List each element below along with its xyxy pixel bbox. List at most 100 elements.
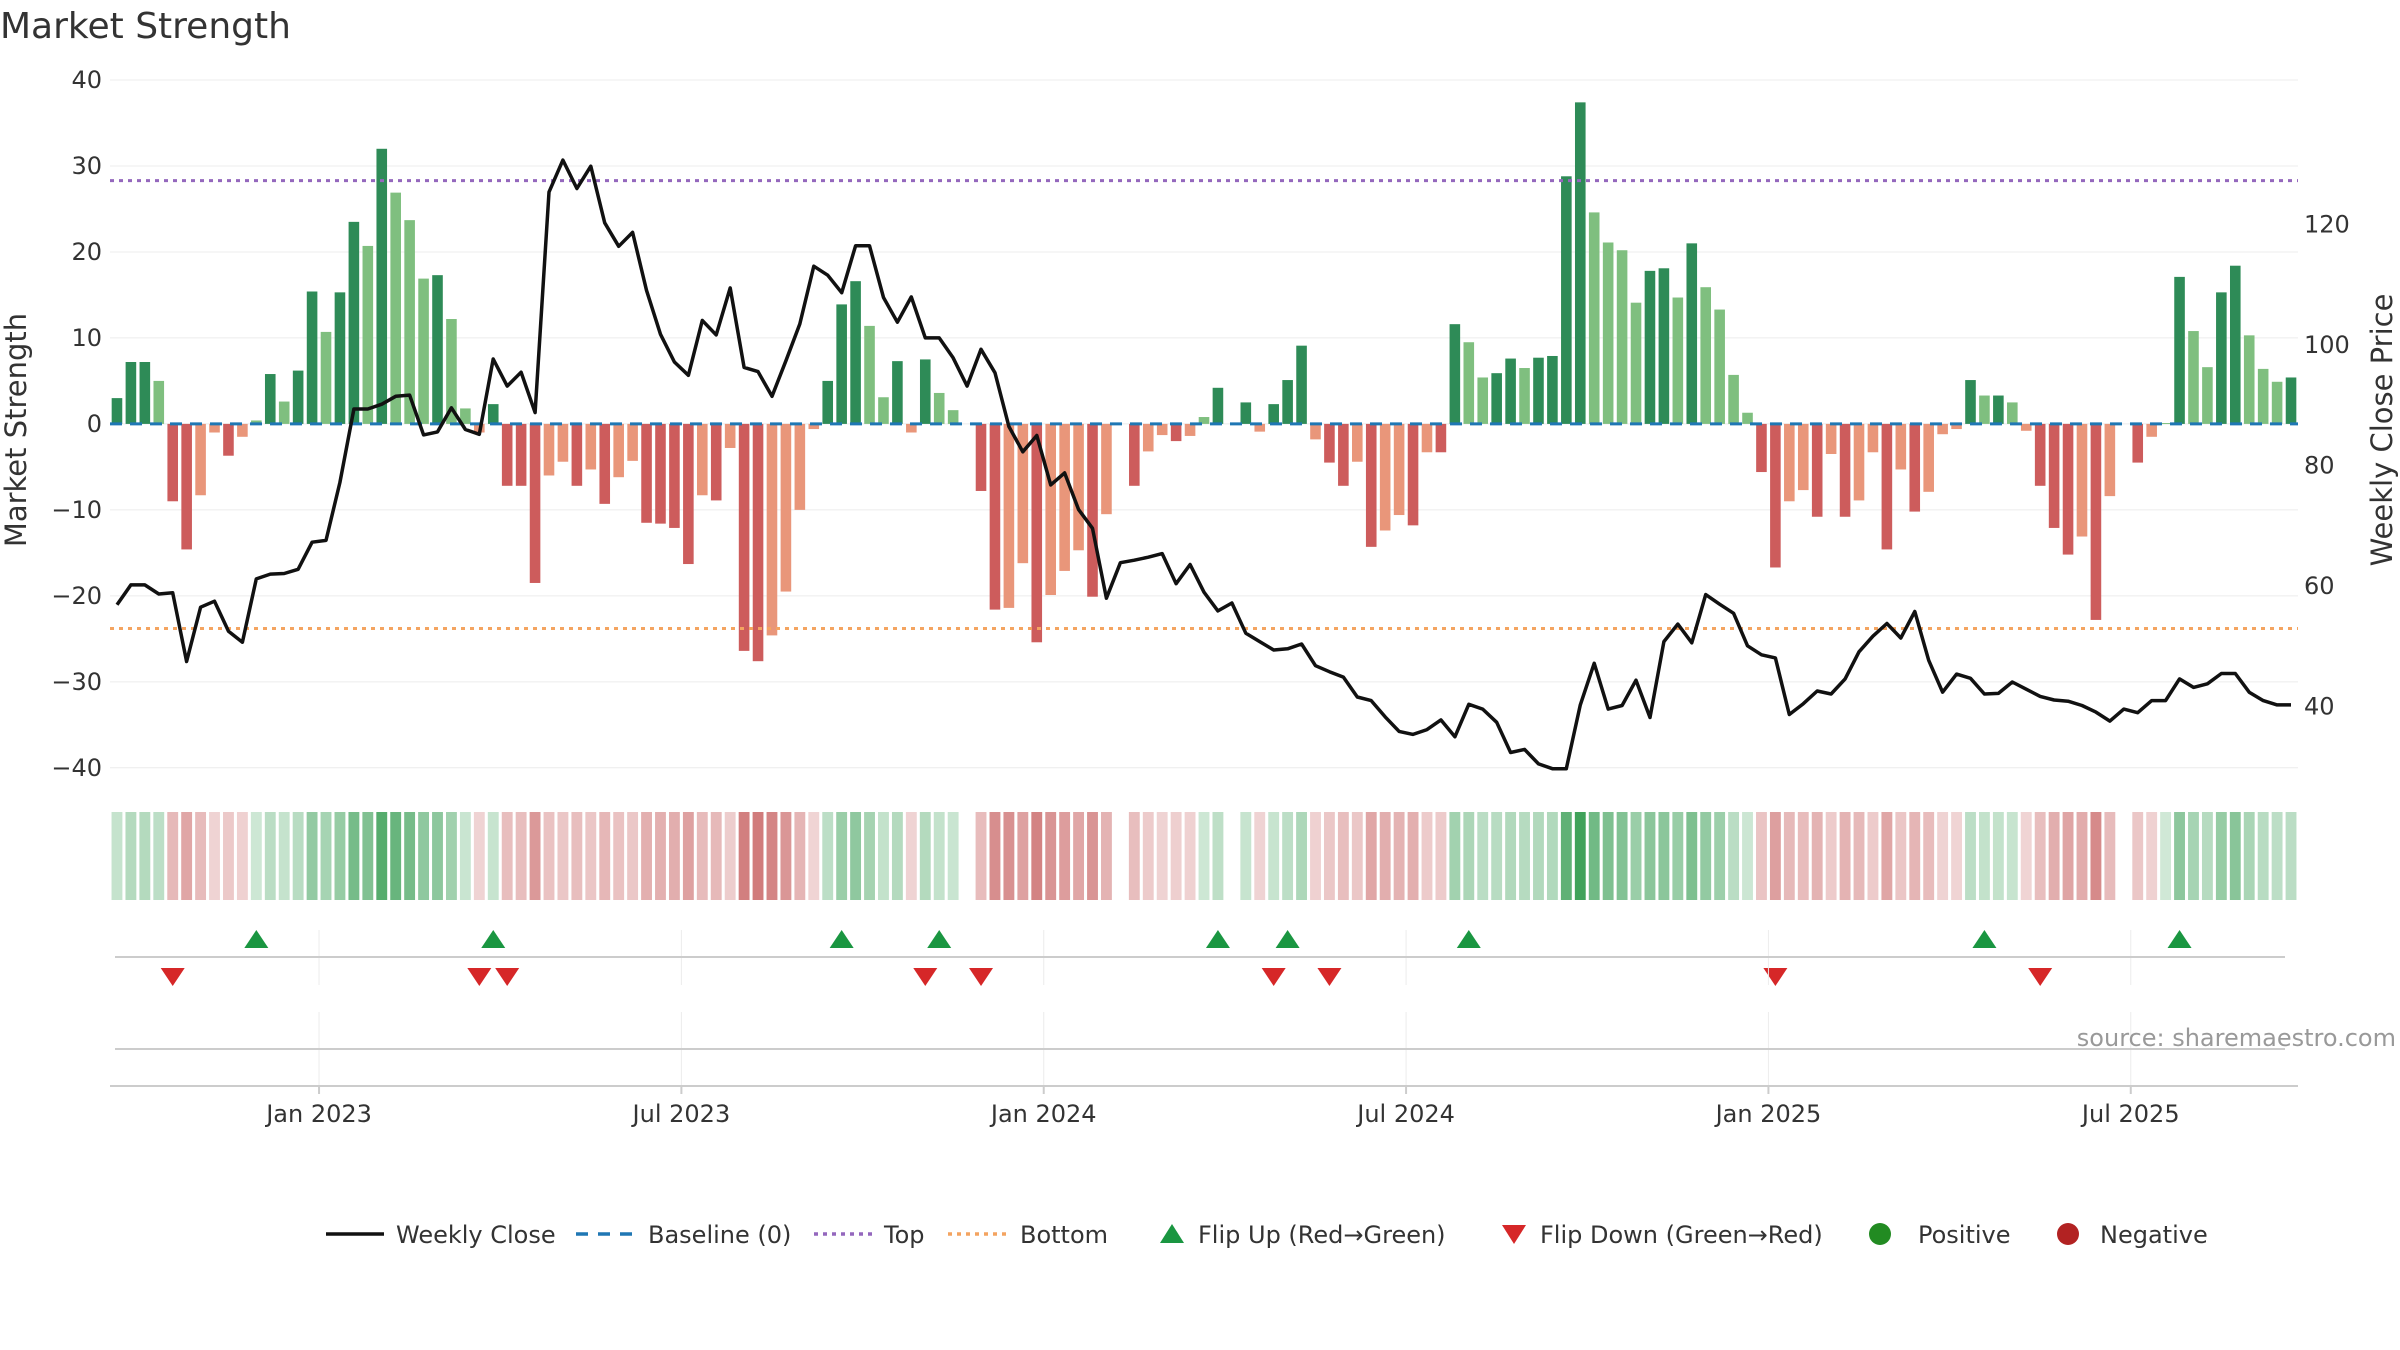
flip-up-marker: [1205, 930, 1230, 948]
heat-cell: [2146, 812, 2158, 900]
heat-cell: [1296, 812, 1307, 900]
strength-bar: [390, 192, 401, 424]
heat-cell: [1672, 812, 1684, 900]
strength-bar: [2007, 402, 2018, 424]
strength-bar: [1672, 297, 1684, 424]
heat-cell: [1895, 812, 1907, 900]
strength-bar: [892, 361, 903, 424]
strength-bar: [1700, 287, 1712, 424]
heat-cell: [2243, 812, 2255, 900]
strength-bar: [264, 374, 276, 424]
heat-cell: [432, 812, 443, 900]
strength-bar: [1797, 423, 1809, 491]
strength-bar: [432, 275, 443, 424]
heat-cell: [1923, 812, 1935, 900]
heat-cell: [1059, 812, 1071, 900]
heat-cell: [808, 812, 820, 900]
y2-tick-label: 80: [2304, 452, 2335, 480]
strength-bar: [1170, 423, 1182, 442]
strength-bar: [947, 410, 959, 424]
strength-bar: [1714, 309, 1725, 424]
chart-title: Market Strength: [0, 6, 291, 47]
strength-bar: [1129, 423, 1140, 486]
heat-cell: [891, 812, 903, 900]
flip-up-marker: [1456, 930, 1481, 948]
heat-cell: [473, 812, 485, 900]
strength-bar: [111, 398, 123, 424]
heat-cell: [668, 812, 680, 900]
flip-down-marker: [1763, 968, 1788, 986]
heat-cell: [1616, 812, 1628, 900]
heat-cell: [1519, 812, 1530, 900]
legend-positive: Positive: [1869, 1221, 2011, 1249]
strength-bar: [1324, 423, 1335, 463]
legend-flip-down-swatch: [1502, 1225, 1526, 1244]
y-tick-label: 30: [71, 152, 102, 180]
heat-cell: [1031, 812, 1043, 900]
strength-bar: [278, 401, 290, 424]
heat-cell: [1533, 812, 1544, 900]
strength-bar: [2160, 423, 2171, 425]
legend-negative: Negative: [2057, 1221, 2208, 1249]
strength-bar: [1602, 242, 1614, 424]
strength-bar: [2146, 423, 2157, 437]
legend-negative-label: Negative: [2100, 1221, 2208, 1249]
strength-bar: [306, 291, 318, 424]
strength-bar: [1993, 395, 2004, 424]
strength-bar: [1839, 423, 1851, 517]
strength-bar: [1853, 423, 1865, 501]
strength-bar: [153, 380, 165, 424]
heat-cell: [655, 812, 666, 900]
strength-bar: [836, 304, 847, 424]
strength-bar: [850, 281, 861, 424]
strength-bar: [738, 423, 750, 651]
legend-weekly-close: Weekly Close: [326, 1221, 556, 1249]
heat-cell: [2271, 812, 2283, 900]
strength-bar: [1031, 423, 1043, 643]
strength-bar: [1073, 423, 1084, 551]
strength-bar: [1045, 423, 1056, 595]
strength-bar: [223, 423, 234, 456]
heat-cell: [1965, 812, 1976, 900]
strength-bar: [1268, 404, 1279, 424]
strength-bar: [752, 423, 764, 662]
strength-bar: [292, 370, 304, 424]
heat-cell: [334, 812, 346, 900]
flip-down-marker: [1317, 968, 1342, 986]
heat-cell: [320, 812, 332, 900]
flip-up-marker: [1275, 930, 1300, 948]
strength-bar: [655, 423, 666, 524]
y-tick-label: −40: [51, 754, 102, 782]
strength-bar: [543, 423, 555, 476]
heat-cell: [1268, 812, 1280, 900]
strength-bar: [376, 148, 388, 424]
strength-bar: [1156, 423, 1168, 436]
heat-cell: [111, 812, 123, 900]
heat-cell: [696, 812, 708, 900]
flip-down-marker: [160, 968, 185, 986]
legend-positive-label: Positive: [1918, 1221, 2011, 1249]
strength-bar: [864, 325, 875, 424]
heat-cell: [181, 812, 193, 900]
heat-cell: [125, 812, 137, 900]
strength-bar: [669, 423, 680, 528]
strength-bar: [1017, 423, 1029, 564]
y2-tick-label: 120: [2304, 211, 2350, 239]
strength-bar: [1951, 423, 1962, 430]
x-tick-label: Jul 2025: [2080, 1100, 2180, 1128]
strength-bar: [1644, 270, 1656, 424]
heat-cell: [1797, 812, 1809, 900]
heat-cell: [250, 812, 262, 900]
strength-bar: [1310, 423, 1321, 440]
heat-cell: [1449, 812, 1461, 900]
strength-bar: [1463, 342, 1475, 424]
weekly-close-line-group: [115, 158, 2291, 771]
strength-bar: [1240, 402, 1252, 424]
strength-bar: [167, 423, 179, 502]
heat-cell: [1992, 812, 2004, 900]
x-tick-label: Jan 2024: [989, 1100, 1097, 1128]
legend-flip-down-label: Flip Down (Green→Red): [1540, 1221, 1823, 1249]
y-tick-label: −30: [51, 668, 102, 696]
heat-cell: [1435, 812, 1447, 900]
strength-bar: [683, 423, 694, 565]
